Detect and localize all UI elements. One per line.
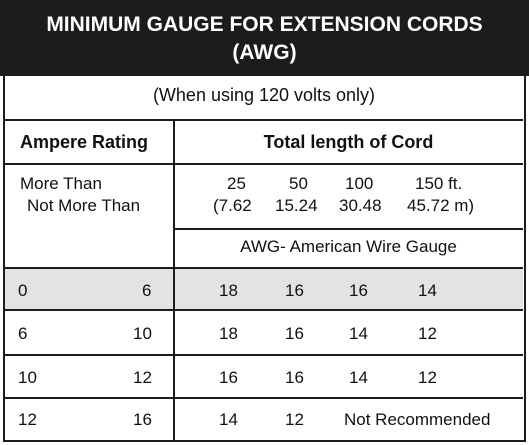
row-2-from: 10 [18, 368, 37, 387]
length-m-7-62: (7.62 [213, 196, 252, 215]
row-1-gauge-25: 18 [219, 324, 238, 343]
row-2-gauge-100: 14 [349, 368, 368, 387]
title-line-1: MINIMUM GAUGE FOR EXTENSION CORDS [46, 13, 483, 36]
divider [5, 119, 523, 121]
awg-label: AWG- American Wire Gauge [240, 237, 457, 256]
row-1-gauge-150: 12 [418, 324, 437, 343]
divider [5, 309, 523, 311]
length-ft-50: 50 [289, 174, 308, 193]
row-0-gauge-100: 16 [349, 281, 368, 300]
row-1-from: 6 [18, 324, 28, 343]
divider [5, 267, 523, 269]
table-title: MINIMUM GAUGE FOR EXTENSION CORDS (AWG) [0, 0, 529, 76]
row-3-not-recommended: Not Recommended [344, 410, 491, 429]
row-0-gauge-25: 18 [219, 281, 238, 300]
row-0-to: 6 [142, 281, 152, 300]
row-0-from: 0 [18, 281, 28, 300]
highlight-row-background [5, 268, 523, 309]
voltage-note: (When using 120 volts only) [152, 85, 376, 105]
row-0-gauge-50: 16 [285, 281, 304, 300]
total-length-header: Total length of Cord [263, 132, 434, 152]
row-1-to: 10 [133, 324, 152, 343]
length-m-45-72: 45.72 m) [407, 196, 475, 215]
row-2-gauge-50: 16 [285, 368, 304, 387]
divider [5, 354, 523, 356]
row-3-gauge-50: 12 [285, 410, 304, 429]
row-1-gauge-100: 14 [349, 324, 368, 343]
column-divider [173, 119, 175, 442]
ampere-rating-header: Ampere Rating [20, 132, 149, 152]
length-ft-150: 150 ft. [415, 174, 463, 193]
length-m-15-24: 15.24 [275, 196, 318, 215]
row-2-gauge-25: 16 [219, 368, 238, 387]
length-ft-25: 25 [227, 174, 246, 193]
row-2-to: 12 [133, 368, 152, 387]
not-more-than-label: Not More Than [27, 196, 141, 215]
row-0-gauge-150: 14 [418, 281, 437, 300]
length-ft-100: 100 [345, 174, 374, 193]
length-m-30-48: 30.48 [339, 196, 382, 215]
row-3-from: 12 [18, 410, 37, 429]
divider [174, 228, 523, 230]
row-3-to: 16 [133, 410, 152, 429]
table-body: (When using 120 volts only) Ampere Ratin… [3, 76, 526, 442]
row-2-gauge-150: 12 [418, 368, 437, 387]
more-than-label: More Than [20, 174, 102, 193]
divider [5, 163, 523, 165]
row-1-gauge-50: 16 [285, 324, 304, 343]
divider [5, 397, 523, 399]
title-line-2: (AWG) [232, 41, 297, 64]
row-3-gauge-25: 14 [219, 410, 238, 429]
